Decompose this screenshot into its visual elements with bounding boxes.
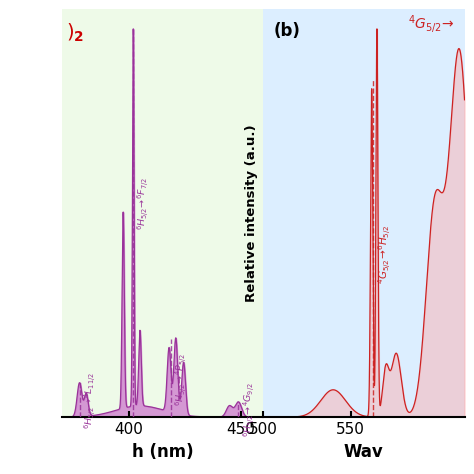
Text: $^6H_{5/2}\!\rightarrow\!^4L_{11/2}$: $^6H_{5/2}\!\rightarrow\!^4L_{11/2}$ <box>82 372 98 429</box>
Text: (b): (b) <box>273 22 300 40</box>
Text: $^4G_{5/2}\!\rightarrow\!^6H_{5/2}$: $^4G_{5/2}\!\rightarrow\!^6H_{5/2}$ <box>376 224 393 284</box>
Y-axis label: Relative intensity (a.u.): Relative intensity (a.u.) <box>245 125 257 302</box>
Text: $^4G_{5/2}\!\rightarrow$: $^4G_{5/2}\!\rightarrow$ <box>408 14 455 35</box>
X-axis label: h (nm): h (nm) <box>131 443 193 461</box>
Text: $^6H_{5/2}\!\rightarrow\!^4P_{5/2}$: $^6H_{5/2}\!\rightarrow\!^4P_{5/2}$ <box>174 353 190 406</box>
Text: $^6H_{5/2}\!\rightarrow\!^6F_{7/2}$: $^6H_{5/2}\!\rightarrow\!^6F_{7/2}$ <box>136 177 151 230</box>
Text: $)\mathbf{_2}$: $)\mathbf{_2}$ <box>65 22 84 44</box>
Text: $^6H_{5/2}\!\rightarrow\!^4G_{9/2}$: $^6H_{5/2}\!\rightarrow\!^4G_{9/2}$ <box>241 383 256 437</box>
X-axis label: Wav: Wav <box>344 443 383 461</box>
